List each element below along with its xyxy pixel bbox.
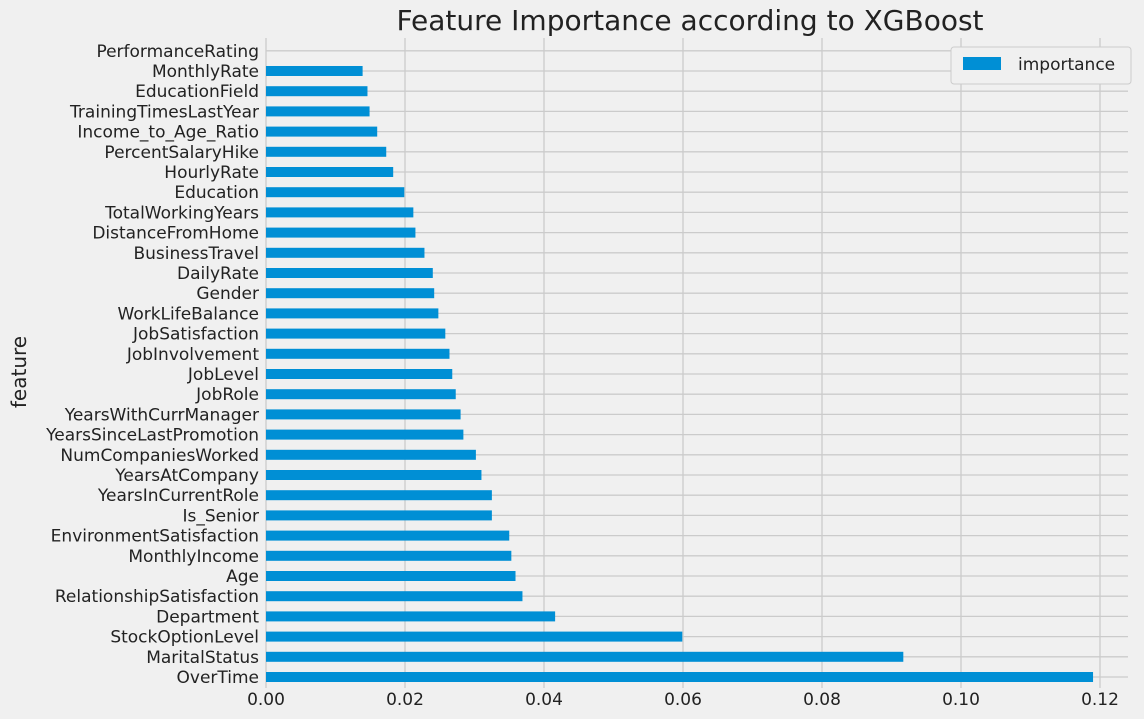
bar-age <box>266 571 516 581</box>
y-tick-label: Education <box>174 183 259 203</box>
legend: importance <box>950 46 1132 85</box>
bar-jobinvolvement <box>266 348 450 359</box>
legend-box <box>950 46 1132 85</box>
bar-environmentsatisfaction <box>266 530 510 541</box>
x-tick-label: 0.06 <box>664 690 702 710</box>
y-tick-label: JobRole <box>195 385 259 405</box>
bar-businesstravel <box>266 247 425 258</box>
bar-worklifebalance <box>266 308 439 319</box>
y-tick-label: PerformanceRating <box>96 42 259 62</box>
x-tick-labels: 0.00 0.02 0.04 0.06 0.08 0.10 0.12 <box>247 690 1119 710</box>
bar-yearswithcurrmanager <box>266 409 461 420</box>
y-tick-label: Gender <box>196 284 259 304</box>
y-tick-label: Income_to_Age_Ratio <box>77 123 259 143</box>
y-tick-label: Department <box>156 607 259 627</box>
bar-stockoptionlevel <box>266 631 683 642</box>
bar-overtime <box>266 672 1094 682</box>
bar-percentsalaryhike <box>266 146 387 157</box>
y-tick-label: BusinessTravel <box>134 244 260 264</box>
bar-education <box>266 187 405 198</box>
bar-jobrole <box>266 389 456 400</box>
x-tick-label: 0.12 <box>1081 690 1119 710</box>
legend-swatch <box>963 57 1001 70</box>
y-axis-label: feature <box>7 336 31 408</box>
y-tick-label: StockOptionLevel <box>110 628 259 648</box>
y-tick-labels: OverTimeMaritalStatusStockOptionLevelDep… <box>45 42 259 688</box>
y-tick-label: RelationshipSatisfaction <box>55 587 259 607</box>
y-tick-label: OverTime <box>177 668 260 688</box>
y-tick-label: NumCompaniesWorked <box>60 446 259 466</box>
y-tick-label: JobSatisfaction <box>132 325 259 345</box>
bar-department <box>266 611 556 622</box>
bar-maritalstatus <box>266 651 904 662</box>
bar-yearsincurrentrole <box>266 490 492 501</box>
y-tick-label: MonthlyIncome <box>128 547 259 567</box>
y-tick-label: YearsSinceLastPromotion <box>45 426 259 446</box>
x-tick-label: 0.08 <box>803 690 841 710</box>
y-tick-label: TrainingTimesLastYear <box>69 102 259 122</box>
y-tick-label: YearsInCurrentRole <box>97 486 259 506</box>
y-tick-label: MonthlyRate <box>152 62 259 82</box>
x-tick-label: 0.02 <box>386 690 424 710</box>
y-tick-label: YearsAtCompany <box>114 466 259 486</box>
y-tick-label: YearsWithCurrManager <box>64 405 259 425</box>
x-tick-label: 0.10 <box>942 690 980 710</box>
y-tick-label: JobInvolvement <box>126 345 259 365</box>
y-tick-label: EducationField <box>135 82 259 102</box>
bar-numcompaniesworked <box>266 449 476 460</box>
bar-jobsatisfaction <box>266 328 446 339</box>
x-tick-label: 0.04 <box>525 690 563 710</box>
grid-layer <box>265 38 1128 688</box>
bar-monthlyincome <box>266 550 512 561</box>
bar-yearssincelastpromotion <box>266 429 464 440</box>
bar-dailyrate <box>266 268 433 278</box>
bars-layer <box>266 66 1094 682</box>
bar-totalworkingyears <box>266 207 414 218</box>
y-tick-label: MaritalStatus <box>146 648 259 668</box>
y-tick-label: WorkLifeBalance <box>118 304 260 324</box>
y-tick-label: TotalWorkingYears <box>104 203 259 223</box>
bar-is-senior <box>266 510 492 521</box>
y-tick-label: DailyRate <box>177 264 259 284</box>
bar-distancefromhome <box>266 227 416 238</box>
y-tick-label: JobLevel <box>187 365 259 385</box>
bar-monthlyrate <box>266 66 363 76</box>
y-tick-label: EnvironmentSatisfaction <box>51 527 259 547</box>
bar-income-to-age-ratio <box>266 126 378 137</box>
bar-hourlyrate <box>266 167 394 177</box>
y-tick-label: DistanceFromHome <box>92 224 259 244</box>
bar-trainingtimeslastyear <box>266 106 370 117</box>
y-tick-label: HourlyRate <box>164 163 259 183</box>
bar-relationshipsatisfaction <box>266 591 523 602</box>
legend-label: importance <box>1018 55 1115 75</box>
y-tick-label: Age <box>226 567 259 587</box>
y-tick-label: Is_Senior <box>182 506 259 526</box>
chart-title: Feature Importance according to XGBoost <box>396 4 983 37</box>
x-tick-label: 0.00 <box>247 690 285 710</box>
bar-joblevel <box>266 369 453 379</box>
bar-educationfield <box>266 86 368 97</box>
y-tick-label: PercentSalaryHike <box>104 143 259 163</box>
bar-yearsatcompany <box>266 470 482 480</box>
bar-gender <box>266 288 435 299</box>
